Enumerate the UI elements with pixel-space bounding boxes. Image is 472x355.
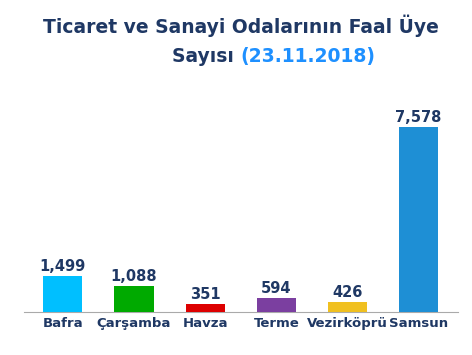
Text: 351: 351 (190, 287, 220, 302)
Bar (185, 304, 225, 312)
Text: 7,578: 7,578 (396, 110, 442, 125)
Bar (43, 276, 82, 312)
Bar (399, 127, 438, 312)
Text: 1,088: 1,088 (110, 269, 157, 284)
Bar (257, 298, 296, 312)
Text: 1,499: 1,499 (40, 259, 86, 274)
Text: 426: 426 (332, 285, 362, 300)
Text: (23.11.2018): (23.11.2018) (241, 47, 376, 66)
Text: Sayısı: Sayısı (172, 47, 241, 66)
Bar (114, 286, 153, 312)
Bar (328, 302, 367, 312)
Text: Ticaret ve Sanayi Odalarının Faal Üye: Ticaret ve Sanayi Odalarının Faal Üye (43, 15, 438, 37)
Text: 594: 594 (261, 281, 292, 296)
